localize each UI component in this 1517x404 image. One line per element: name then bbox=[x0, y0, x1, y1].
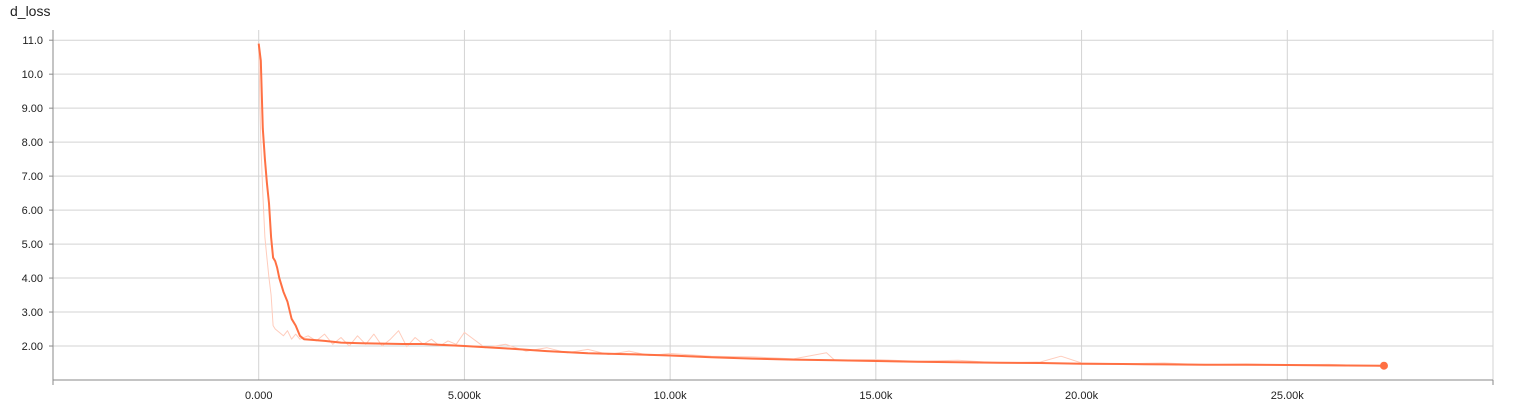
y-tick-label: 7.00 bbox=[22, 171, 43, 183]
tick-labels: 2.00 3.00 4.00 5.00 6.00 7.00 8.00 9.00 10.0 11.0… bbox=[22, 35, 1305, 402]
y-tick-label: 5.00 bbox=[22, 239, 43, 251]
x-tick-label: 20.00k bbox=[1065, 390, 1099, 402]
y-tick-label: 6.00 bbox=[22, 205, 43, 217]
y-tick-label: 4.00 bbox=[22, 273, 43, 285]
axes bbox=[49, 30, 1494, 385]
x-tick-label: 25.00k bbox=[1271, 390, 1305, 402]
y-tick-label: 3.00 bbox=[22, 307, 43, 319]
last-point-marker bbox=[1379, 361, 1388, 370]
grid bbox=[53, 30, 1494, 380]
raw-series-line bbox=[258, 43, 1385, 367]
y-tick-label: 8.00 bbox=[22, 137, 43, 149]
y-tick-label: 9.00 bbox=[22, 103, 43, 115]
series-layer bbox=[257, 43, 1388, 370]
chart-title: d_loss bbox=[10, 3, 51, 19]
y-tick-label: 11.0 bbox=[22, 35, 43, 47]
x-tick-label: 5.000k bbox=[448, 390, 482, 402]
y-tick-label: 2.00 bbox=[22, 341, 43, 353]
x-tick-label: 0.000 bbox=[245, 390, 273, 402]
x-tick-label: 15.00k bbox=[859, 390, 893, 402]
y-tick-label: 10.0 bbox=[22, 69, 43, 81]
x-tick-label: 10.00k bbox=[654, 390, 688, 402]
smoothed-series-line bbox=[257, 43, 1385, 367]
